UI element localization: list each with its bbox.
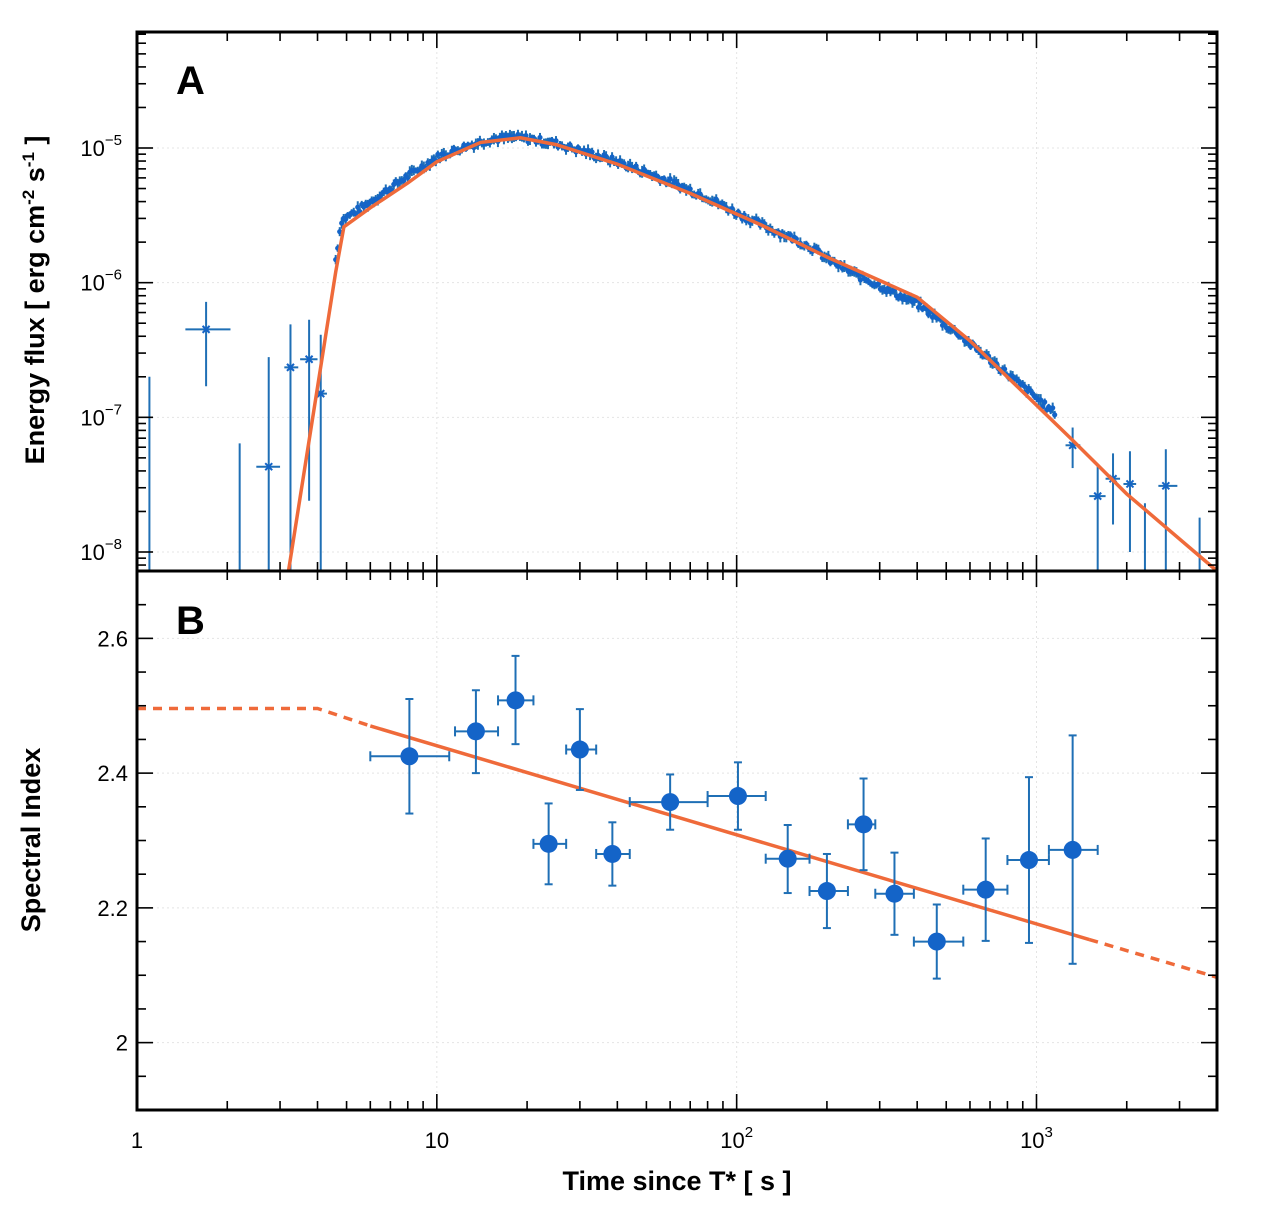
flux-point	[589, 149, 595, 155]
panel-b-fit-extrapolation	[137, 706, 371, 728]
panel-b-frame	[135, 569, 1219, 1112]
flux-point	[201, 325, 211, 334]
panel-a-data	[148, 129, 1219, 573]
flux-point	[1093, 491, 1102, 501]
index-point	[976, 880, 995, 899]
panel-b-grid	[137, 571, 1217, 1110]
flux-point	[304, 355, 314, 364]
panel-a-grid	[137, 32, 1217, 571]
panel-a-frame	[135, 30, 1219, 573]
panel-a-letter: A	[176, 59, 205, 103]
flux-point	[875, 281, 882, 287]
x-tick-label: 103	[1020, 1124, 1053, 1153]
y-tick-label: 10−8	[80, 536, 122, 565]
x-tick-label: 102	[720, 1124, 753, 1153]
index-point	[728, 787, 747, 806]
panel-b-fit-extrapolation	[1088, 937, 1218, 979]
index-point	[661, 793, 680, 812]
index-point	[778, 849, 797, 868]
index-point	[603, 844, 622, 863]
panel-a-y-axis-title: Energy flux [ erg cm-2 s-1 ]	[19, 136, 50, 465]
y-tick-label: 10−7	[80, 401, 122, 430]
panel-b-fit-line	[369, 724, 1090, 942]
flux-point	[1125, 479, 1135, 489]
index-point	[854, 815, 873, 834]
flux-point	[687, 186, 693, 192]
y-tick-label: 2	[116, 1031, 128, 1056]
axis-ticks	[136, 32, 1218, 1111]
flux-point	[286, 363, 295, 372]
x-axis-title: Time since T* [ s ]	[562, 1166, 791, 1196]
flux-point	[1050, 405, 1056, 411]
index-point	[927, 932, 946, 951]
flux-point	[401, 177, 407, 183]
y-tick-label: 2.2	[97, 896, 128, 921]
panel-b-y-axis-title: Spectral Index	[16, 748, 46, 933]
index-point	[885, 884, 904, 903]
flux-point	[1038, 397, 1044, 403]
index-point	[506, 691, 525, 710]
flux-point	[1042, 399, 1048, 405]
flux-point	[633, 163, 639, 169]
flux-point	[435, 151, 441, 157]
index-point	[1063, 840, 1082, 859]
y-tick-label: 2.4	[97, 761, 128, 786]
index-point	[539, 834, 558, 853]
panel-b-letter: B	[176, 599, 205, 643]
tick-labels: 1 10 102 103 10−8 10−7 10−6 10−5 2 2.2 2.4 2.6	[80, 132, 1052, 1153]
flux-point	[264, 462, 273, 471]
flux-point	[787, 232, 793, 238]
y-tick-label: 2.6	[97, 626, 128, 651]
flux-point	[537, 134, 543, 141]
index-point	[466, 722, 485, 741]
index-point	[400, 747, 419, 766]
flux-point	[1002, 366, 1008, 372]
x-tick-label: 1	[131, 1128, 143, 1153]
x-tick-label: 10	[425, 1128, 449, 1153]
flux-point	[667, 176, 673, 182]
index-point	[570, 740, 589, 759]
panel-b-data	[137, 654, 1218, 980]
index-point	[1019, 851, 1038, 870]
flux-point	[1052, 412, 1058, 418]
y-tick-label: 10−5	[80, 132, 122, 161]
panel-a-fit-line	[286, 136, 1219, 573]
index-point	[817, 882, 836, 901]
flux-point	[553, 138, 559, 144]
y-tick-label: 10−6	[80, 267, 122, 296]
flux-point	[1161, 481, 1171, 491]
flux-point	[857, 277, 864, 283]
